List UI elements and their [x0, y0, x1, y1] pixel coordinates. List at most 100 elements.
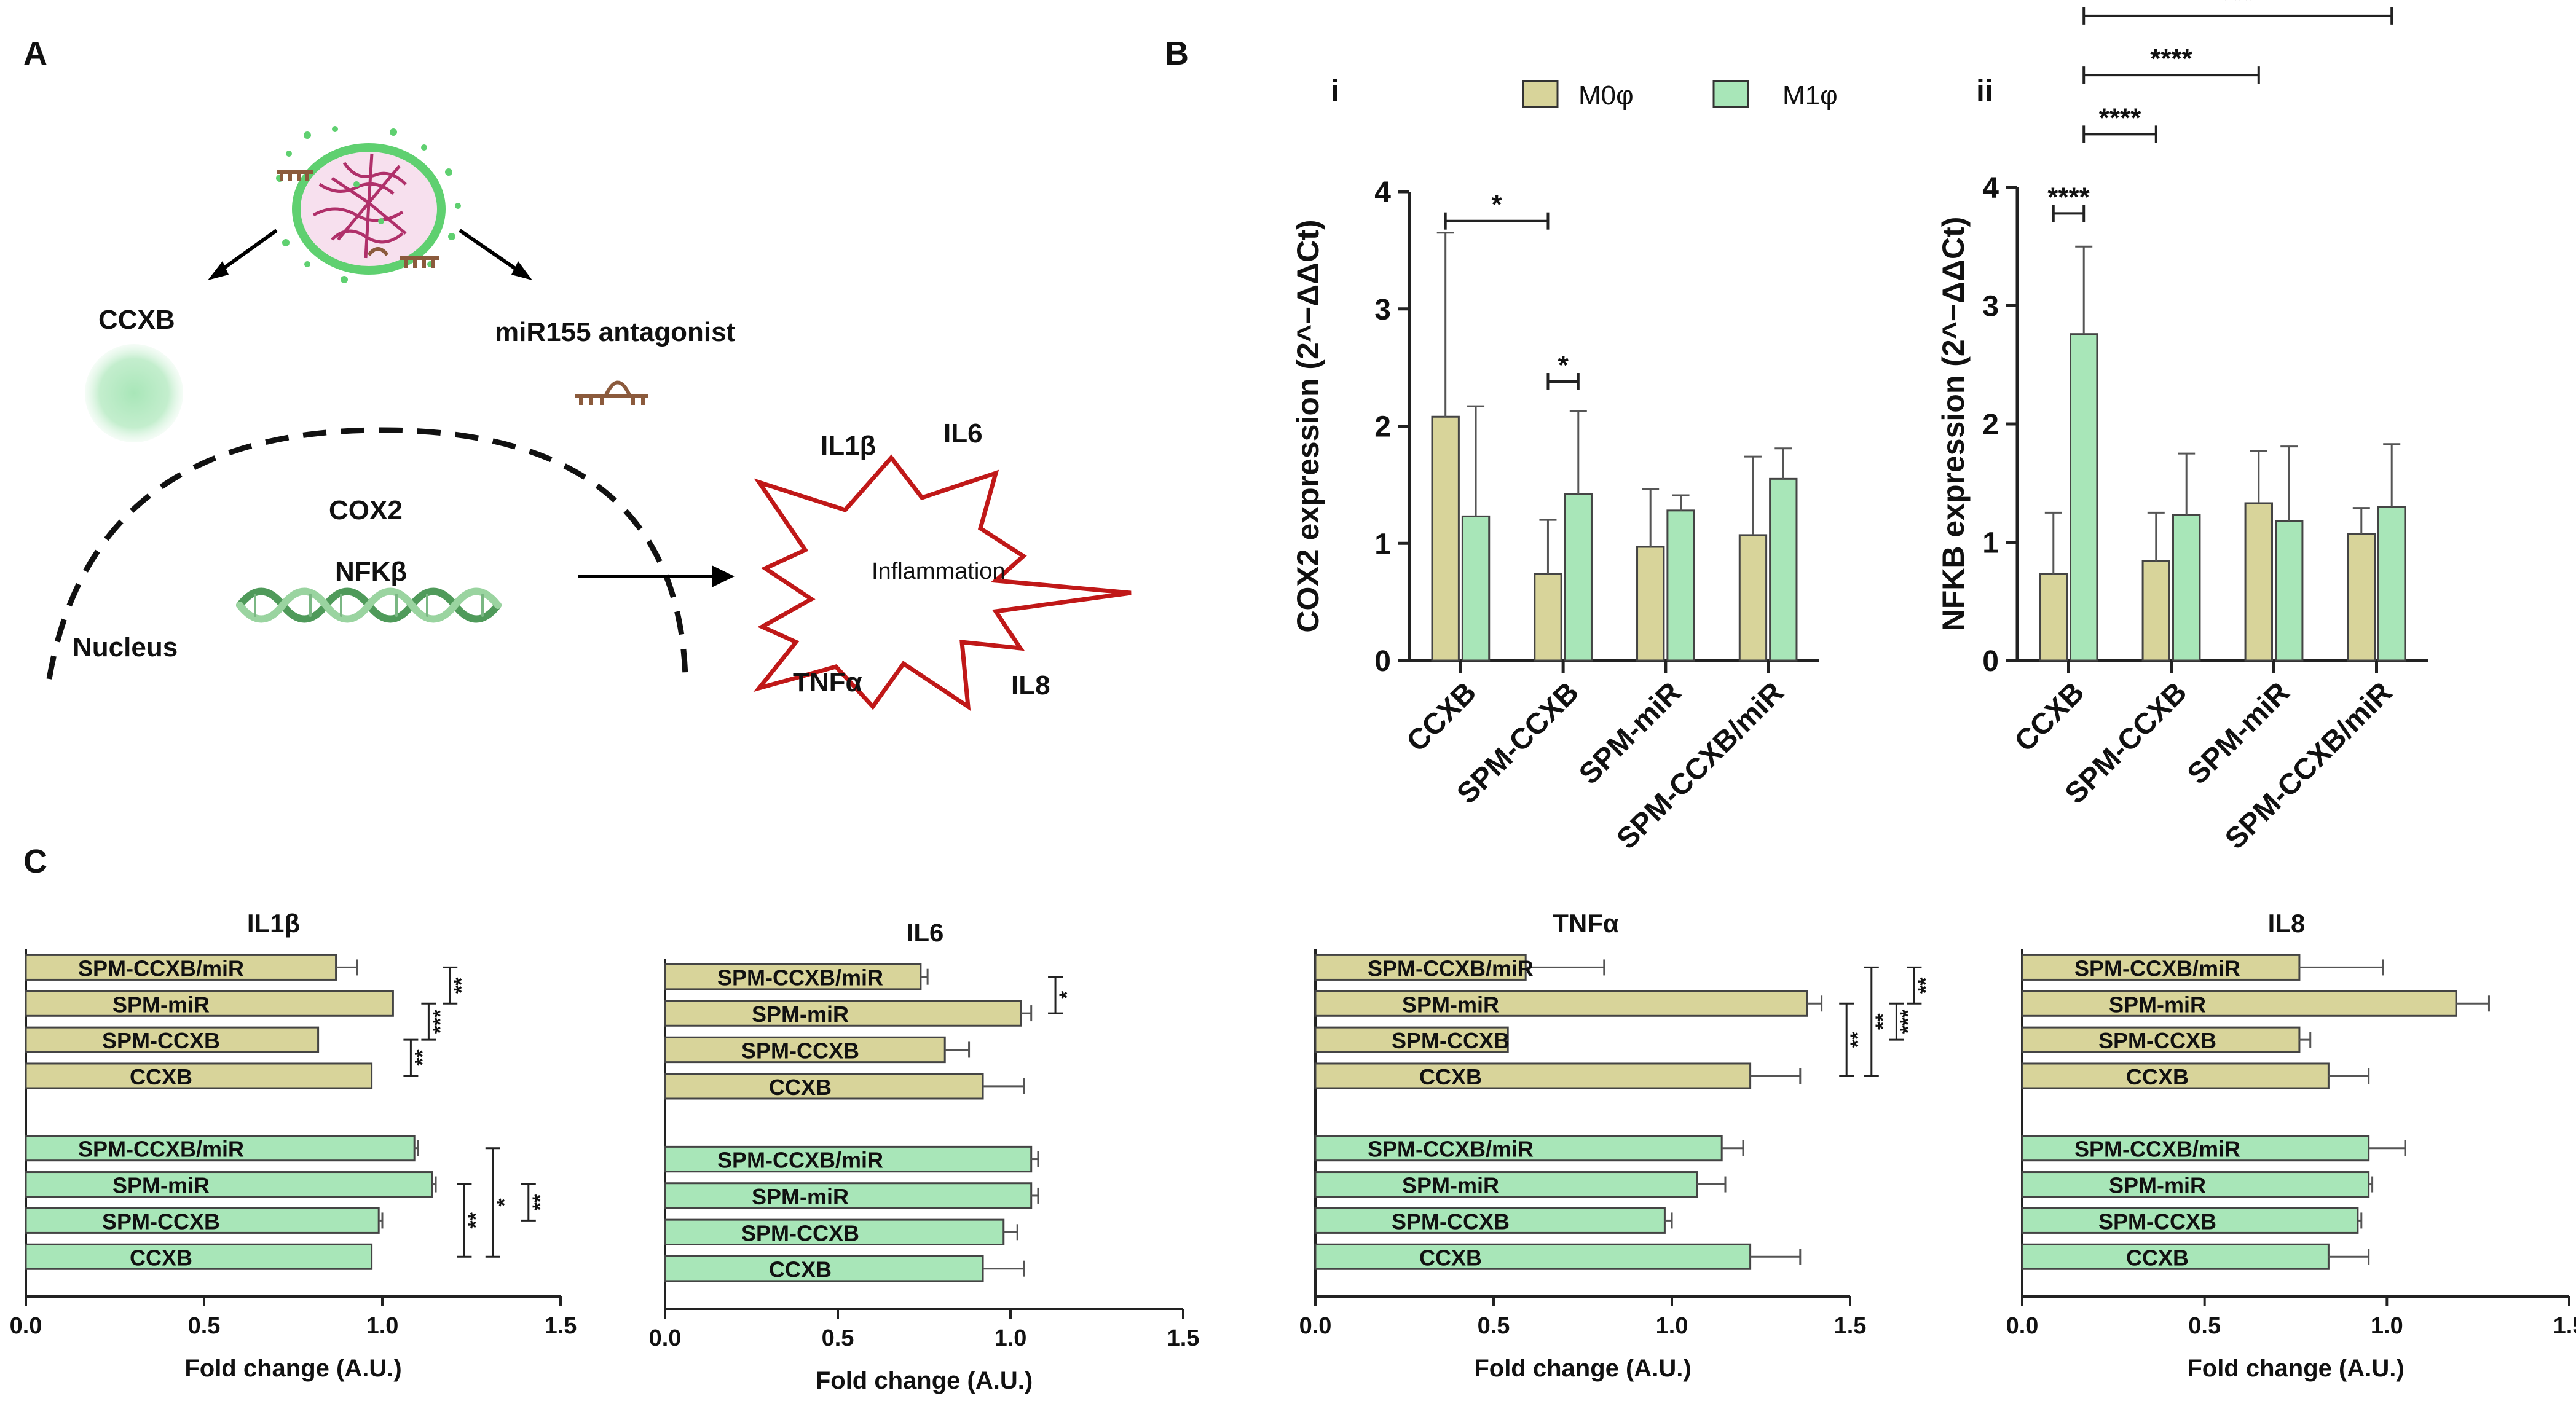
mir-antagonist-icon [575, 380, 648, 405]
y-tick-label: 3 [1982, 291, 1999, 323]
bar-M0φ-SPM-miR [1636, 546, 1665, 662]
significance-stars: * [493, 1198, 516, 1207]
legend-item-m0: M0φ [1522, 80, 1634, 111]
bar-label: SPM-miR [1402, 1173, 1499, 1198]
bar-m1-SPM-miR [664, 1182, 1033, 1209]
bar-label: SPM-miR [112, 1173, 210, 1198]
y-tick-label: 4 [1374, 176, 1391, 209]
bar-label: SPM-miR [112, 992, 210, 1017]
significance-stars: * [1558, 350, 1569, 380]
bar-m1-SPM-CCXB [25, 1207, 380, 1234]
significance-stars: **** [2150, 44, 2192, 74]
bar-m0-SPM-CCXB [664, 1036, 946, 1064]
y-tick-label: 2 [1374, 411, 1391, 444]
mir-label: miR155 antagonist [495, 317, 736, 347]
legend: M0φ M1φ [1522, 80, 1838, 111]
bar-m1-SPM-miR [25, 1171, 433, 1198]
significance-stars: *** [428, 1009, 452, 1034]
bar-label: SPM-CCXB [741, 1220, 859, 1245]
bar-m0-CCXB [25, 1062, 373, 1089]
chart-title: TNFα [1553, 909, 1619, 938]
bar-label: SPM-CCXB [102, 1209, 220, 1234]
x-tick-label: 0.5 [188, 1313, 221, 1339]
bar-M1φ-CCXB [2070, 333, 2098, 662]
y-tick-label: 0 [1982, 645, 1999, 678]
legend-swatch-m0 [1522, 80, 1559, 108]
ccxb-particle-icon [85, 344, 183, 442]
y-axis-label: NFKB expression (2^−ΔΔCt) [1936, 217, 1971, 632]
bar-M0φ-SPM-miR [2244, 502, 2274, 662]
significance-stars: ** [1872, 1013, 1895, 1030]
panel-b-label: B [1165, 35, 1189, 72]
bar-m0-CCXB [1314, 1062, 1752, 1089]
bar-M0φ-SPM-CCXB/miR [1738, 534, 1768, 662]
bar-m1-SPM-CCXB [1314, 1207, 1666, 1234]
bar-m0-SPM-miR [2021, 990, 2457, 1017]
chart-il6: IL6 0.0 0.5 1.0 1.5 Fold change (A.U.) SPM-CCX… [649, 918, 1200, 1394]
bar-m1-CCXB [1314, 1243, 1752, 1270]
chart-il1b: IL1β 0.0 0.5 1.0 1.5 Fold change (A.U.) SPM-CC… [10, 909, 577, 1382]
bar-label: SPM-CCXB [741, 1038, 859, 1063]
x-tick-label: 1.5 [545, 1313, 577, 1339]
legend-item-m1: M1φ [1712, 80, 1838, 111]
bar-label: SPM-miR [752, 1002, 849, 1027]
x-tick-label: 1.0 [2371, 1313, 2403, 1339]
bar-label: SPM-CCXB [1392, 1028, 1510, 1053]
bar-label: SPM-CCXB/miR [1368, 1137, 1534, 1162]
y-tick-label: 1 [1982, 527, 1999, 560]
x-tick-label: 1.5 [1167, 1325, 1200, 1351]
significance-stars: * [1492, 190, 1503, 220]
x-tick-label: CCXB [2009, 676, 2091, 758]
bar-label: SPM-CCXB/miR [78, 1137, 244, 1162]
x-tick-label: 1.5 [1834, 1313, 1867, 1339]
bar-M0φ-CCXB [1431, 415, 1460, 662]
cytokine-tnfa: TNFα [793, 667, 862, 697]
panel-a-label: A [23, 35, 47, 72]
significance-stars: ** [1914, 977, 1937, 994]
bar-label: SPM-miR [2109, 992, 2206, 1017]
cytokine-il1b: IL1β [821, 431, 876, 461]
chart-il8: IL8 0.0 0.5 1.0 1.5 Fold change (A.U.) SPM-CCX… [2006, 909, 2576, 1382]
panel-c: C IL1β 0.0 0.5 1.0 1.5 Fold change (A.U.) SPM-… [10, 843, 2576, 1394]
bar-M0φ-CCXB [2039, 573, 2068, 662]
x-tick-label: 0.0 [2006, 1313, 2039, 1339]
bar-label: SPM-miR [2109, 1173, 2206, 1198]
bar-label: SPM-CCXB [1392, 1209, 1510, 1234]
bar-M1φ-SPM-miR [2275, 520, 2304, 662]
significance-stars: * [1055, 990, 1079, 999]
bar-m0-CCXB [2021, 1062, 2330, 1089]
bar-m1-SPM-CCXB/miR [664, 1145, 1033, 1173]
panel-b: B M0φ M1φ i 0 1 2 3 4 COX2 expression (2^−ΔΔCt… [1165, 0, 2428, 855]
x-tick-label: 0.5 [822, 1325, 854, 1351]
inflammation-burst-icon [753, 454, 1132, 711]
bar-m1-SPM-miR [1314, 1171, 1698, 1198]
x-axis-label: Fold change (A.U.) [2187, 1355, 2404, 1382]
y-axis-label: COX2 expression (2^−ΔΔCt) [1291, 219, 1325, 632]
bar-M1φ-SPM-CCXB/miR [1769, 477, 1798, 662]
bar-M1φ-SPM-CCXB/miR [2377, 506, 2406, 662]
chart-roman-numeral: ii [1976, 74, 1993, 108]
significance-stars: **** [2047, 182, 2090, 212]
micelle-icon [276, 126, 461, 283]
bar-label: SPM-CCXB/miR [717, 965, 883, 990]
cox2-label: COX2 [329, 495, 403, 525]
significance-stars: ** [464, 1212, 487, 1228]
cytokine-il8: IL8 [1011, 670, 1050, 700]
bar-label: CCXB [769, 1257, 832, 1282]
bar-label: SPM-CCXB/miR [2074, 955, 2240, 981]
x-tick-label: 0.0 [1299, 1313, 1332, 1339]
significance-stars: ** [450, 977, 473, 994]
y-tick-label: 4 [1982, 172, 1999, 205]
bar-label: CCXB [769, 1075, 832, 1100]
bar-label: CCXB [130, 1245, 192, 1270]
bar-M1φ-SPM-CCXB [1564, 493, 1593, 662]
legend-label-m1: M1φ [1782, 80, 1838, 111]
bar-M1φ-SPM-CCXB [2172, 514, 2201, 662]
bar-M0φ-SPM-CCXB [2141, 560, 2171, 662]
bar-label: SPM-CCXB/miR [78, 955, 244, 981]
bar-m0-SPM-CCXB/miR [1314, 954, 1527, 981]
bar-m0-SPM-miR [25, 990, 394, 1017]
